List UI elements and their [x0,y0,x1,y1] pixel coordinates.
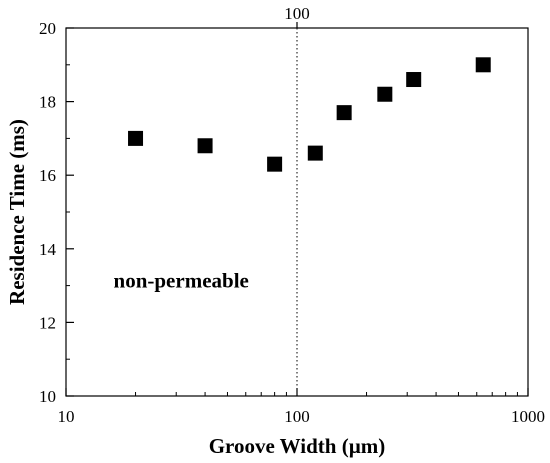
y-tick-label: 14 [39,240,57,259]
x-tick-label: 1000 [511,407,545,426]
data-point [336,105,352,121]
x-axis-label: Groove Width (µm) [209,434,386,458]
data-point [267,156,283,172]
y-tick-label: 20 [39,19,56,38]
data-point [197,138,213,154]
y-axis-ticks: 10 12 14 16 18 20 [39,19,74,406]
x-tick-label: 10 [58,407,75,426]
y-tick-label: 18 [39,93,56,112]
y-axis-label: Residence Time (ms) [5,119,29,305]
x-tick-label: 100 [284,407,310,426]
annotations: non-permeable [114,268,249,292]
reference-line-group: 100 [284,4,310,396]
reference-line-label: 100 [284,4,310,23]
y-tick-label: 12 [39,313,56,332]
data-point [128,130,144,146]
y-tick-label: 10 [39,387,56,406]
data-point [307,145,323,161]
data-point [377,86,393,102]
y-tick-label: 16 [39,166,56,185]
annotation-non-permeable: non-permeable [114,268,249,292]
data-point [406,72,422,88]
data-point [475,57,491,73]
data-points [128,57,491,172]
x-axis-ticks: 10 100 1000 [58,388,545,426]
